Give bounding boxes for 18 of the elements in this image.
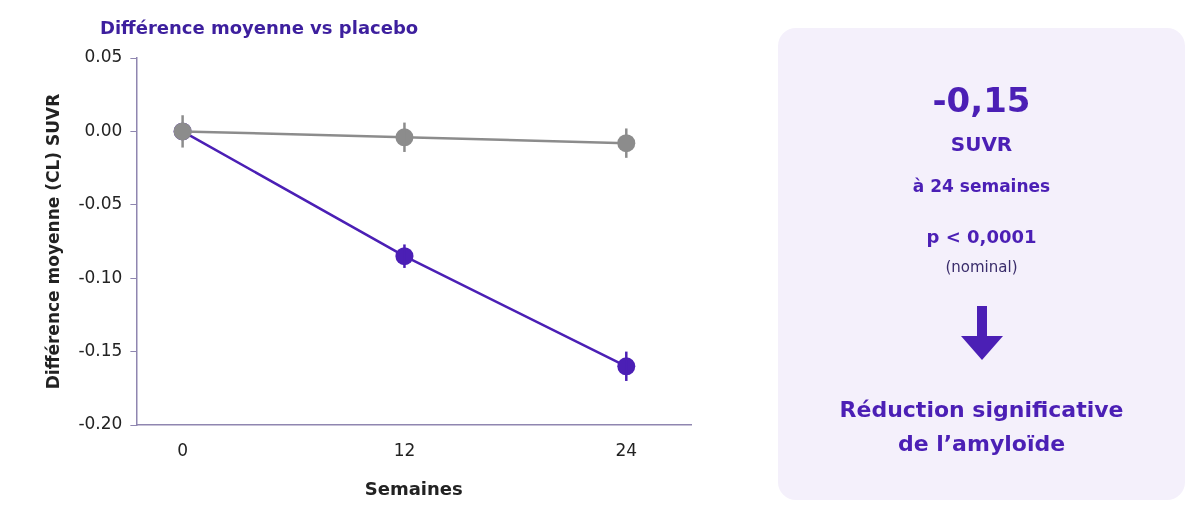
x-tick-label: 12 bbox=[393, 439, 416, 460]
text: -0,15 bbox=[931, 80, 1032, 120]
text: (nominal) bbox=[944, 258, 1019, 276]
text: SUVR bbox=[949, 132, 1014, 156]
x-tick-label: 24 bbox=[615, 439, 638, 460]
y-tick-label: -0.20 bbox=[78, 413, 123, 434]
y-tick-label: -0.15 bbox=[78, 340, 123, 361]
y-tick-label: -0.10 bbox=[78, 266, 123, 287]
y-tick-label: 0.05 bbox=[84, 46, 123, 67]
chart-title: Différence moyenne vs placebo bbox=[100, 17, 419, 38]
y-tick-label: 0.00 bbox=[84, 119, 123, 140]
text: p < 0,0001 bbox=[925, 226, 1038, 247]
x-tick-label: 0 bbox=[177, 439, 189, 460]
y-axis-title: Différence moyenne (CL) SUVR bbox=[42, 93, 63, 390]
y-tick-label: -0.05 bbox=[78, 193, 123, 214]
text: Réduction significative de l’amyloïde bbox=[838, 396, 1125, 458]
text: à 24 semaines bbox=[911, 176, 1052, 196]
x-axis-title: Semaines bbox=[364, 477, 463, 499]
